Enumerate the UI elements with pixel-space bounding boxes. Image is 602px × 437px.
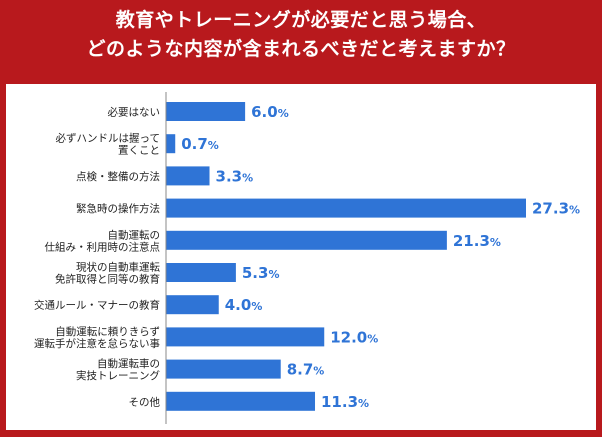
bar-6 bbox=[166, 295, 219, 315]
value-label-0: 6.0% bbox=[251, 103, 289, 121]
bar-chart: 6.0% 必要はない 0.7% 必ずハンドルは握って置くこと 3.3% 点検・整備の方法 2… bbox=[34, 92, 580, 424]
value-number-3: 27.3 bbox=[532, 200, 569, 218]
value-unit-2: % bbox=[242, 171, 253, 184]
value-unit-6: % bbox=[251, 300, 262, 313]
category-label-line: 緊急時の操作方法 bbox=[76, 202, 160, 215]
value-number-6: 4.0 bbox=[225, 296, 252, 314]
category-label-line: 免許取得と同等の教育 bbox=[55, 273, 160, 286]
value-number-0: 6.0 bbox=[251, 103, 278, 121]
value-number-5: 5.3 bbox=[242, 264, 269, 282]
value-unit-7: % bbox=[367, 332, 378, 345]
value-unit-0: % bbox=[278, 107, 289, 120]
value-unit-9: % bbox=[358, 397, 369, 410]
value-number-2: 3.3 bbox=[216, 167, 243, 185]
category-label-7: 自動運転に頼りきらず運転手が注意を怠らない事 bbox=[34, 325, 160, 350]
chart-panel: 6.0% 必要はない 0.7% 必ずハンドルは握って置くこと 3.3% 点検・整備の方法 2… bbox=[6, 84, 596, 430]
category-label-line: 自動運転に頼りきらず bbox=[55, 325, 160, 338]
value-label-9: 11.3% bbox=[321, 393, 369, 411]
category-label-line: 交通ルール・マナーの教育 bbox=[34, 299, 160, 312]
category-label-line: 自動運転車の bbox=[97, 357, 160, 370]
bar-4 bbox=[166, 230, 447, 250]
value-unit-8: % bbox=[313, 365, 324, 378]
category-label-9: その他 bbox=[129, 395, 161, 408]
bar-8 bbox=[166, 359, 281, 379]
category-label-line: 現状の自動車運転 bbox=[76, 261, 160, 274]
value-unit-4: % bbox=[490, 236, 501, 249]
category-label-line: 自動運転の bbox=[108, 228, 161, 241]
value-label-5: 5.3% bbox=[242, 264, 280, 282]
value-label-3: 27.3% bbox=[532, 200, 580, 218]
value-number-9: 11.3 bbox=[321, 393, 358, 411]
category-label-line: 必要はない bbox=[108, 106, 161, 119]
category-label-line: 置くこと bbox=[118, 145, 160, 157]
category-label-3: 緊急時の操作方法 bbox=[76, 202, 160, 215]
category-label-line: 必ずハンドルは握って bbox=[56, 132, 160, 145]
value-label-2: 3.3% bbox=[216, 167, 254, 185]
category-label-1: 必ずハンドルは握って置くこと bbox=[56, 132, 160, 157]
category-label-5: 現状の自動車運転免許取得と同等の教育 bbox=[55, 261, 160, 286]
value-unit-3: % bbox=[569, 204, 580, 217]
chart-title: 教育やトレーニングが必要だと思う場合、 どのような内容が含まれるべきだと考えます… bbox=[0, 6, 602, 64]
value-number-1: 0.7 bbox=[181, 135, 208, 153]
bar-3 bbox=[166, 198, 526, 218]
category-label-2: 点検・整備の方法 bbox=[76, 170, 160, 183]
bar-2 bbox=[166, 166, 210, 186]
value-number-4: 21.3 bbox=[453, 232, 490, 250]
category-label-0: 必要はない bbox=[108, 106, 161, 119]
category-label-4: 自動運転の仕組み・利用時の注意点 bbox=[45, 228, 161, 253]
title-line-2: どのような内容が含まれるべきだと考えますか？ bbox=[86, 38, 516, 60]
value-label-7: 12.0% bbox=[330, 328, 378, 346]
value-unit-5: % bbox=[268, 268, 279, 281]
value-unit-1: % bbox=[208, 139, 219, 152]
value-label-8: 8.7% bbox=[287, 361, 325, 379]
category-label-line: その他 bbox=[129, 395, 161, 408]
value-label-4: 21.3% bbox=[453, 232, 501, 250]
value-label-6: 4.0% bbox=[225, 296, 263, 314]
category-label-line: 点検・整備の方法 bbox=[76, 170, 160, 183]
value-number-7: 12.0 bbox=[330, 328, 367, 346]
bar-5 bbox=[166, 263, 236, 282]
bar-0 bbox=[166, 102, 246, 121]
category-label-8: 自動運転車の実技トレーニング bbox=[76, 357, 160, 382]
title-line-1: 教育やトレーニングが必要だと思う場合、 bbox=[115, 9, 487, 31]
category-label-line: 仕組み・利用時の注意点 bbox=[45, 240, 161, 253]
bar-9 bbox=[166, 391, 316, 411]
value-number-8: 8.7 bbox=[287, 361, 314, 379]
bar-7 bbox=[166, 327, 325, 347]
category-label-line: 運転手が注意を怠らない事 bbox=[34, 337, 160, 350]
category-label-6: 交通ルール・マナーの教育 bbox=[34, 299, 160, 312]
category-label-line: 実技トレーニング bbox=[76, 369, 160, 382]
value-label-1: 0.7% bbox=[181, 135, 219, 153]
bar-1 bbox=[166, 134, 176, 154]
